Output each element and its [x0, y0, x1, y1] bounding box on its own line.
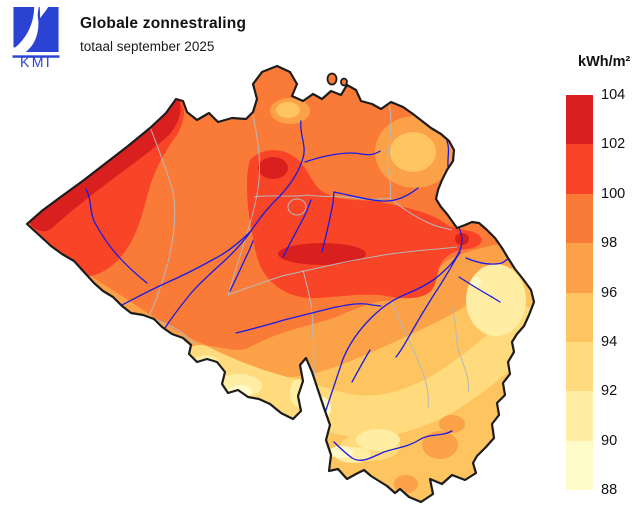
country-border: [25, 64, 536, 504]
legend-tick-94: 94: [601, 333, 618, 350]
legend-segment-98–100: [566, 193, 593, 244]
legend-tick-102: 102: [601, 136, 626, 153]
legend-segment-92–94: [566, 341, 593, 392]
kmi-logo: KMI: [12, 6, 60, 68]
legend-tick-98: 98: [601, 235, 618, 252]
legend-segment-94–96: [566, 292, 593, 342]
river-scheldt: [162, 230, 252, 332]
province-borders: [147, 102, 469, 409]
legend-segment-88–90: [566, 440, 593, 490]
river-leie: [117, 230, 252, 308]
legend-tick-100: 100: [601, 185, 626, 202]
legend-tick-92: 92: [601, 383, 618, 400]
river-scheldt: [250, 120, 305, 232]
legend-segment-102–104: [566, 95, 593, 145]
kmi-logo-text: KMI: [20, 54, 52, 68]
legend-tick-96: 96: [601, 284, 618, 301]
river-dender: [229, 240, 254, 292]
legend-colorbar: [566, 95, 593, 490]
river-demer: [333, 187, 419, 202]
legend-segment-96–98: [566, 243, 593, 293]
river-yser: [85, 188, 148, 284]
legend-segment-100–102: [566, 144, 593, 194]
river-sambre: [235, 303, 382, 334]
river-vesdre: [465, 256, 512, 265]
kmi-logo-mark: [12, 6, 60, 58]
river-nete: [304, 150, 381, 163]
page-title: Globale zonnestraling: [80, 15, 247, 32]
river-ourthe: [395, 251, 461, 358]
page-subtitle: totaal september 2025: [80, 39, 215, 54]
legend-tick-104: 104: [601, 87, 626, 103]
legend-tick-90: 90: [601, 432, 618, 449]
baarle-enclaves: [326, 72, 348, 87]
river-lesse: [351, 349, 371, 383]
legend-segment-90–92: [566, 391, 593, 441]
river-dijle: [321, 191, 335, 253]
river-semois: [333, 430, 453, 461]
legend-tick-88: 88: [601, 482, 618, 498]
legend-unit-label: kWh/m²: [578, 54, 631, 70]
river-ambleve: [458, 276, 501, 303]
map-contour-fills: [27, 66, 534, 502]
river-senne: [282, 199, 312, 258]
